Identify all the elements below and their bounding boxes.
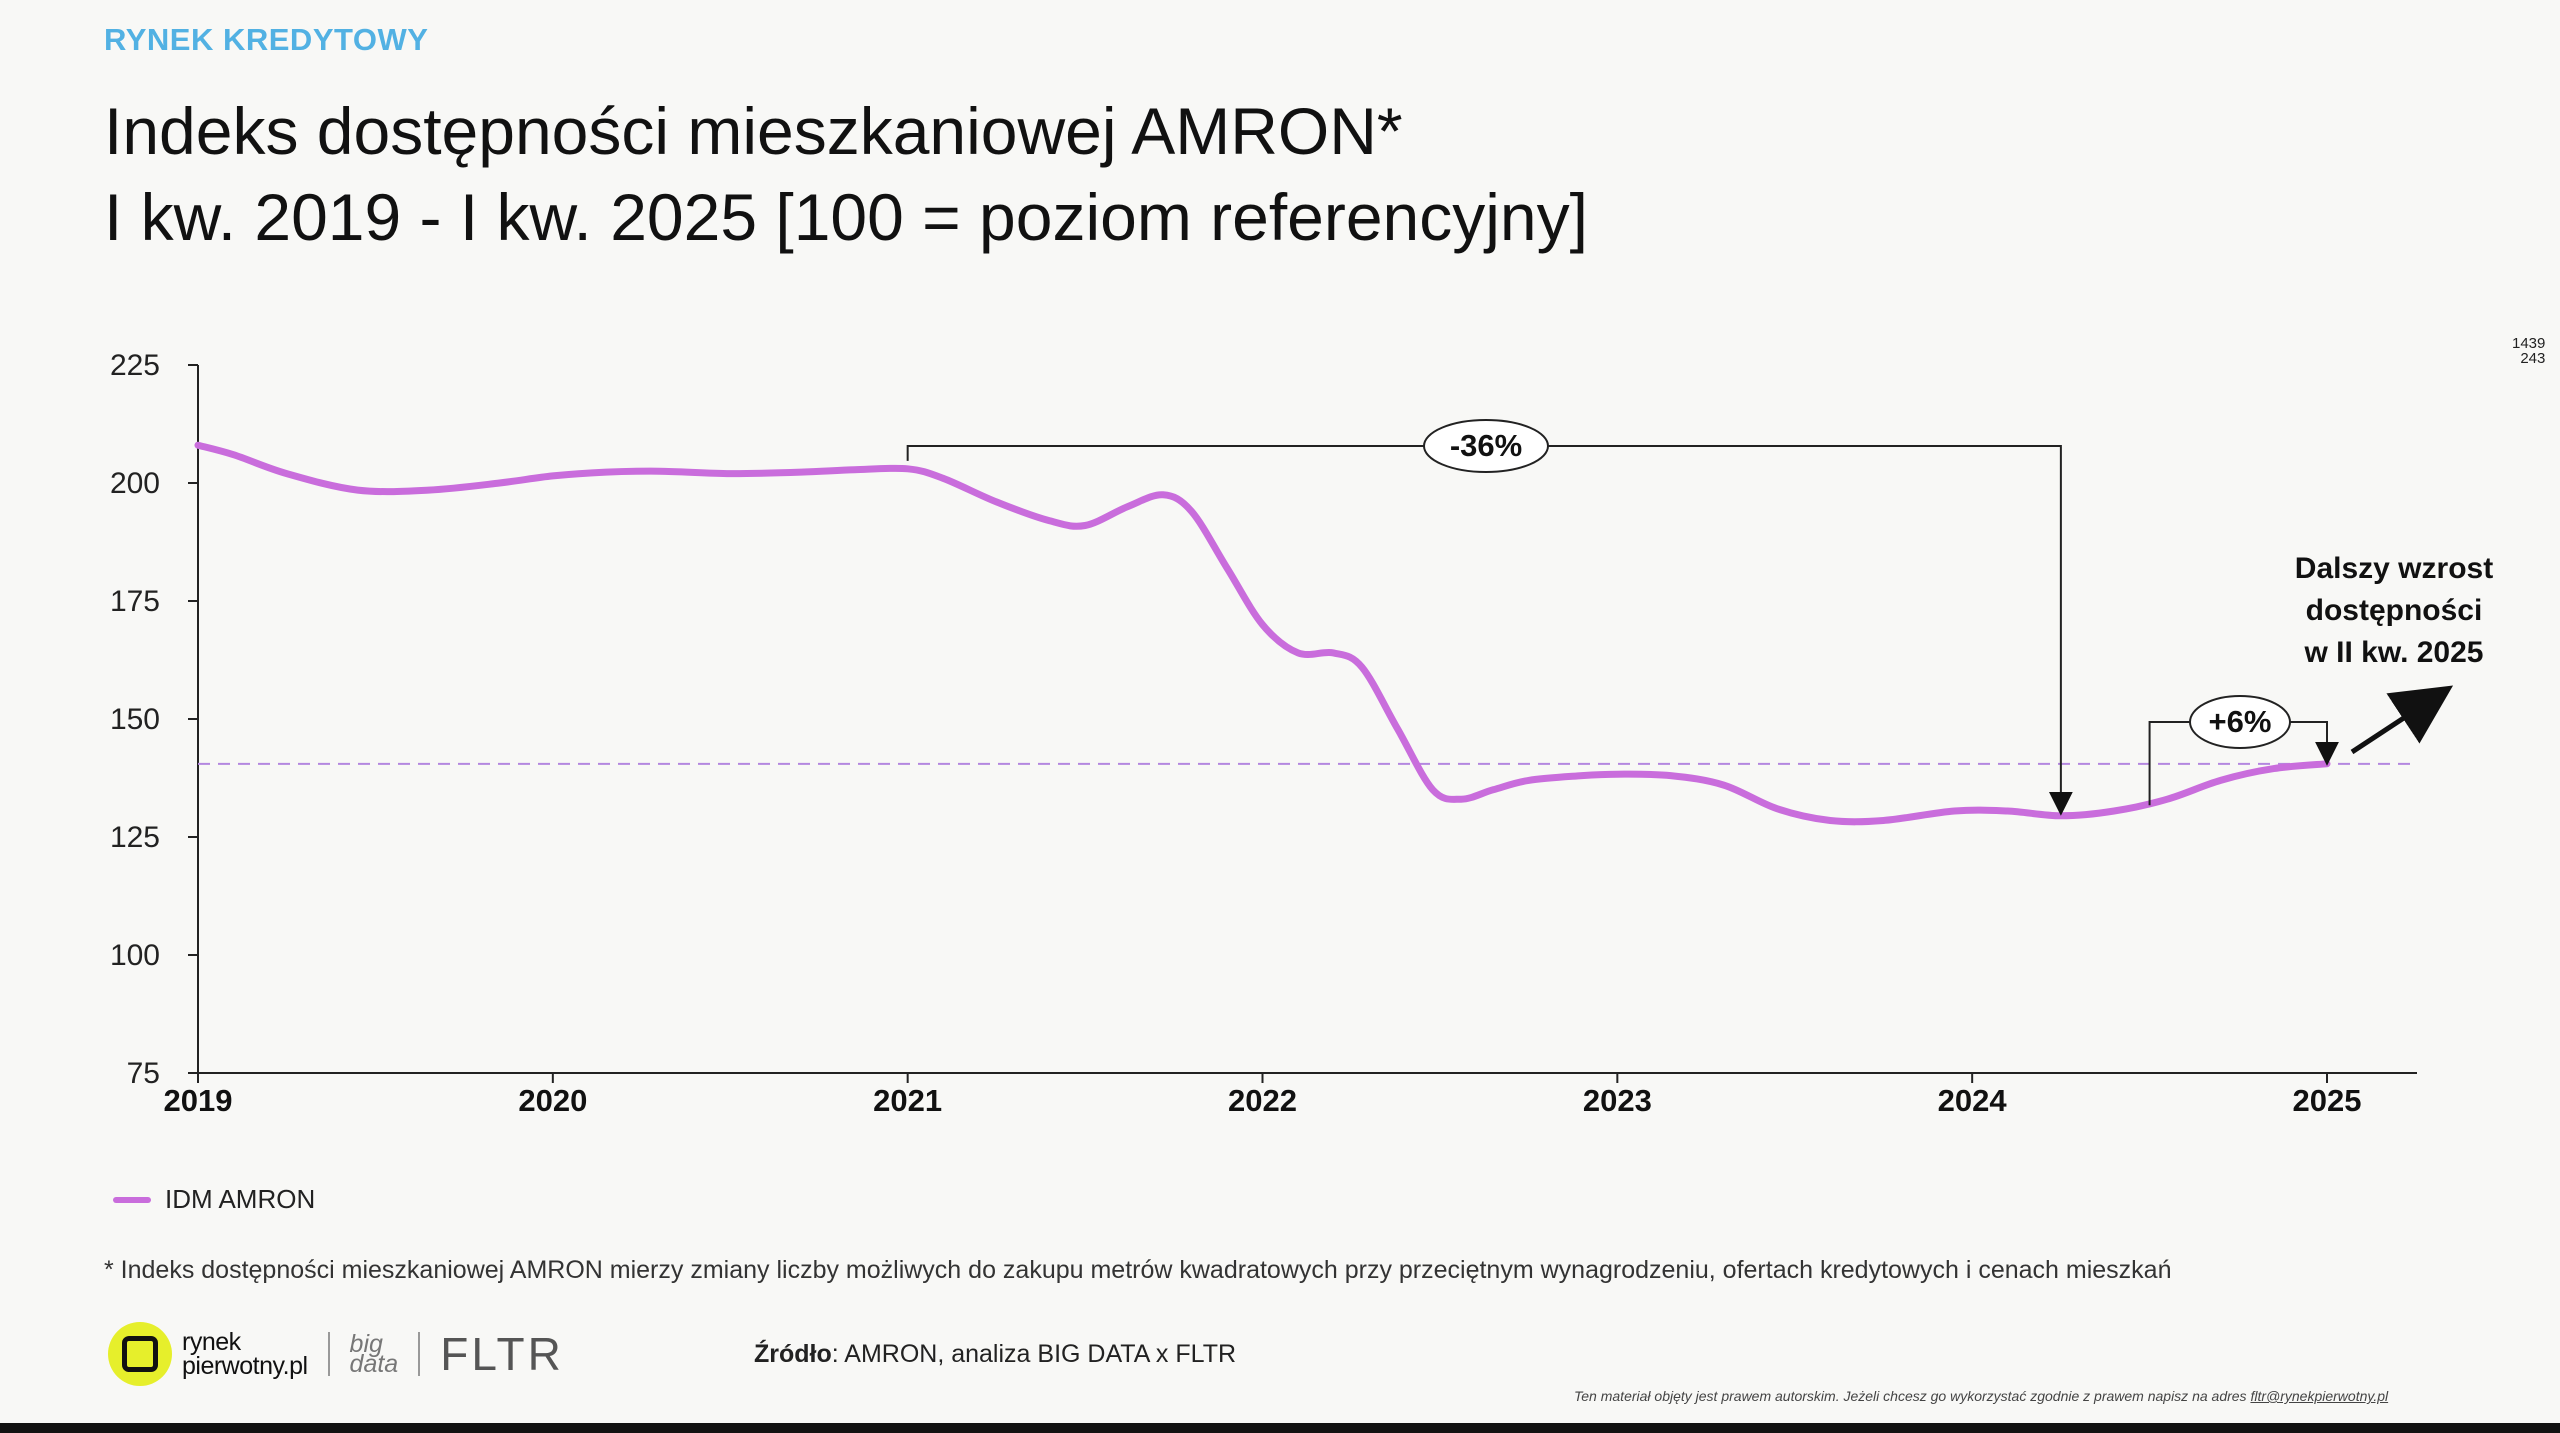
chart: 225 200 175 150 125 100 75 2019 2020 2021 2022 202… [110,349,2493,1118]
bigdata-logo-line2: data [349,1350,399,1378]
section-label: RYNEK KREDYTOWY [104,22,429,57]
y-tick-label: 125 [110,821,160,854]
badge-minus-36-label: -36% [1450,428,1522,463]
bigdata-logo-line1: big [349,1330,383,1358]
fltr-logo: FLTR [440,1328,564,1380]
y-tick-label: 175 [110,585,160,618]
page-title: Indeks dostępności mieszkaniowej AMRON* … [104,88,1588,260]
copyright-note: Ten materiał objęty jest prawem autorski… [1574,1388,2388,1404]
logo-divider [418,1332,421,1376]
series-line-idm-amron [194,441,2331,826]
source-note: Źródło: AMRON, analiza BIG DATA x FLTR [754,1340,1236,1369]
x-tick-label: 2019 [164,1083,233,1118]
x-tick-label: 2020 [518,1083,587,1118]
rynek-logo-line1: rynek [182,1328,241,1356]
logo-divider [327,1332,330,1376]
x-tick-label: 2023 [1583,1083,1652,1118]
x-tick-label: 2022 [1228,1083,1297,1118]
rynek-logo-icon [108,1322,172,1386]
rynek-logo-text: rynek pierwotny.pl [182,1328,308,1380]
title-line-1: Indeks dostępności mieszkaniowej AMRON* [104,94,1403,168]
source-label: Źródło [754,1340,832,1368]
x-tick-label: 2021 [873,1083,942,1118]
bigdata-logo: big data [349,1330,399,1378]
y-tick-label: 75 [127,1057,160,1090]
copyright-text: Ten materiał objęty jest prawem autorski… [1574,1388,2251,1404]
bottom-bar [0,1423,2560,1433]
legend: IDM AMRON [113,1184,315,1215]
legend-swatch [113,1196,151,1203]
growth-note-line: w II kw. 2025 [2304,636,2484,669]
rynek-logo-line2: pierwotny.pl [182,1352,308,1380]
badge-plus-6-label: +6% [2209,704,2272,739]
x-tick-label: 2024 [1938,1083,2008,1118]
logos: rynek pierwotny.pl big data FLTR [108,1318,564,1390]
badge-plus-6 [2189,695,2291,749]
title-line-2: I kw. 2019 - I kw. 2025 [100 = poziom re… [104,180,1588,254]
corner-mark-top: 1439 [2512,335,2546,352]
bracket-minus-36 [906,445,2073,816]
copyright-email[interactable]: fltr@rynekpierwotny.pl [2250,1388,2389,1404]
corner-mark: 1439 243 [2512,336,2545,366]
growth-note-line: Dalszy wzrost [2295,552,2493,585]
source-text: : AMRON, analiza BIG DATA x FLTR [831,1340,1237,1368]
footnote: * Indeks dostępności mieszkaniowej AMRON… [104,1256,2172,1284]
y-tick-label: 225 [110,349,160,382]
growth-arrow-icon [2350,685,2454,755]
y-tick-label: 150 [110,703,160,736]
y-axis: 225 200 175 150 125 100 75 [110,349,199,1090]
x-axis: 2019 2020 2021 2022 2023 2024 2025 [164,1072,2417,1118]
x-tick-label: 2025 [2293,1083,2362,1118]
growth-note-line: dostępności [2306,594,2483,627]
legend-label: IDM AMRON [165,1184,316,1214]
annotations: -36% +6% Dalszy wzrost dostępności w II kw. … [906,419,2493,816]
y-tick-label: 100 [110,939,160,972]
y-tick-label: 200 [110,467,160,500]
badge-minus-36 [1423,419,1549,473]
corner-mark-bottom: 243 [2520,350,2546,367]
